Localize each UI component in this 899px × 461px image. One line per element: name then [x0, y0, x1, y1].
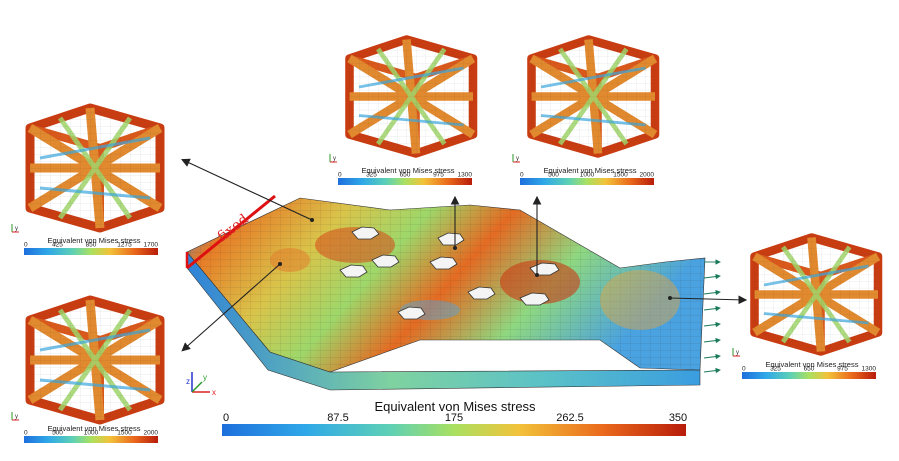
axis-triad-icon: y y y y y	[11, 154, 740, 421]
main-colorbar-tick-label: 350	[669, 412, 687, 424]
colorbar-tick-label: 975	[837, 366, 848, 373]
svg-text:Equivalent von Mises stress: Equivalent von Mises stress	[544, 166, 637, 175]
svg-text:y: y	[203, 373, 207, 382]
fixed-edge	[186, 194, 276, 270]
main-colorbar-title: Equivalent von Mises stress	[374, 399, 536, 414]
colorbar-bottom-left: Equivalent von Mises stress 0 500 1000 1500…	[24, 424, 158, 443]
svg-text:z: z	[186, 377, 190, 386]
main-colorbar-tick-label: 87.5	[327, 412, 348, 424]
colorbar-tick-label: 1275	[117, 242, 132, 249]
svg-text:Equivalent von Mises stress: Equivalent von Mises stress	[766, 360, 859, 369]
svg-text:y: y	[516, 156, 519, 162]
colorbar-tick-label: 1300	[862, 366, 877, 373]
colorbar-tick-label: 650	[804, 366, 815, 373]
load-arrows	[703, 259, 721, 374]
svg-text:y: y	[736, 350, 739, 356]
lattice-top-left	[30, 108, 160, 228]
colorbar-tick-label: 325	[366, 172, 377, 179]
colorbar-top-center: Equivalent von Mises stress 0 325 650 975 13…	[338, 166, 472, 185]
svg-text:Equivalent von Mises stress: Equivalent von Mises stress	[362, 166, 455, 175]
colorbar-right: Equivalent von Mises stress 0 325 650 975 13…	[742, 360, 876, 379]
main-colorbar: Equivalent von Mises stress 0 87.5 175 262.…	[222, 399, 687, 436]
colorbar-tick-label: 325	[770, 366, 781, 373]
colorbar-tick-label: 0	[520, 172, 524, 179]
colorbar-tick-label: 975	[433, 172, 444, 179]
colorbar-top-right: Equivalent von Mises stress 0 500 1000 1500…	[520, 166, 654, 185]
colorbar-tick-label: 1700	[144, 242, 159, 249]
colorbar-top-left: Equivalent von Mises stress 0 425 850 1275 1…	[24, 236, 158, 255]
colorbar-tick-label: 1000	[84, 430, 99, 437]
colorbar-tick-label: 2000	[640, 172, 655, 179]
lattice-bottom-left	[30, 300, 160, 420]
main-colorbar-tick-label: 0	[223, 412, 229, 424]
svg-text:y: y	[15, 414, 18, 420]
colorbar-tick-label: 850	[86, 242, 97, 249]
colorbar-tick-label: 0	[24, 242, 28, 249]
lattice-right	[755, 238, 879, 352]
colorbar-tick-label: 0	[742, 366, 746, 373]
lattice-top-center	[350, 40, 474, 154]
colorbar-tick-label: 1000	[580, 172, 595, 179]
svg-text:x: x	[212, 388, 216, 397]
plate-model	[186, 197, 706, 391]
colorbar-tick-label: 500	[548, 172, 559, 179]
main-axis-triad: z y x	[186, 372, 216, 397]
main-colorbar-tick-label: 262.5	[556, 412, 584, 424]
svg-text:Equivalent von Mises stress: Equivalent von Mises stress	[48, 236, 141, 245]
svg-text:y: y	[333, 156, 336, 162]
colorbar-tick-label: 425	[52, 242, 63, 249]
colorbar-tick-label: 2000	[144, 430, 159, 437]
main-colorbar-tick-label: 175	[445, 412, 463, 424]
colorbar-tick-label: 1300	[458, 172, 473, 179]
colorbar-tick-label: 650	[400, 172, 411, 179]
lattice-top-right	[532, 40, 656, 154]
colorbar-tick-label: 0	[338, 172, 342, 179]
colorbar-tick-label: 1500	[117, 430, 132, 437]
svg-text:Equivalent von Mises stress: Equivalent von Mises stress	[48, 424, 141, 433]
svg-text:y: y	[15, 226, 18, 232]
pointer-arrows	[181, 158, 748, 352]
colorbar-tick-label: 500	[52, 430, 63, 437]
colorbar-tick-label: 0	[24, 430, 28, 437]
colorbar-tick-label: 1500	[613, 172, 628, 179]
